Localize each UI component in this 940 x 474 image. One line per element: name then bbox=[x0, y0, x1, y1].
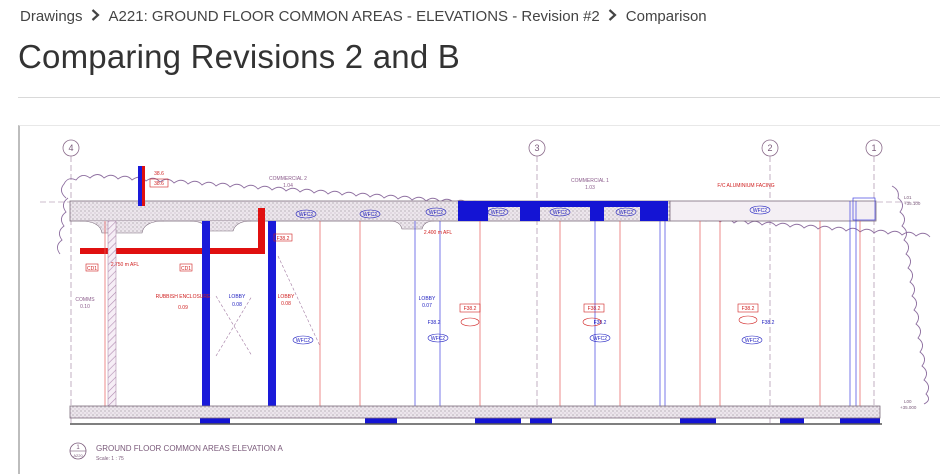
svg-text:WFC2: WFC2 bbox=[619, 210, 633, 216]
svg-text:F38.2: F38.2 bbox=[742, 306, 755, 312]
svg-text:WFC2: WFC2 bbox=[431, 336, 445, 342]
title-divider bbox=[18, 97, 940, 98]
breadcrumb: Drawings A221: GROUND FLOOR COMMON AREAS… bbox=[20, 6, 707, 26]
grid-marker-label: 2 bbox=[767, 143, 772, 153]
changed-elements-blue bbox=[200, 201, 880, 424]
svg-text:F38.2: F38.2 bbox=[464, 306, 477, 312]
svg-text:CD1: CD1 bbox=[87, 266, 97, 272]
changed-elements-red bbox=[80, 166, 265, 254]
drawing-comparison-viewer[interactable]: 4 3 2 1 bbox=[18, 125, 940, 474]
page-title: Comparing Revisions 2 and B bbox=[18, 38, 460, 75]
svg-text:F38.2: F38.2 bbox=[428, 320, 441, 326]
svg-text:RUBBISH ENCLOSURE: RUBBISH ENCLOSURE bbox=[156, 294, 211, 300]
grid-markers: 4 3 2 1 bbox=[62, 139, 883, 157]
level-markers: L01 +35.100 L00 +35.000 bbox=[900, 195, 921, 410]
chevron-right-icon bbox=[89, 8, 103, 25]
svg-text:LOBBY: LOBBY bbox=[229, 294, 246, 300]
svg-text:WFC2: WFC2 bbox=[296, 338, 310, 344]
svg-text:F38.2: F38.2 bbox=[277, 236, 290, 242]
svg-text:WFC2: WFC2 bbox=[363, 212, 377, 218]
svg-text:1.04: 1.04 bbox=[283, 183, 293, 189]
svg-text:WFC2: WFC2 bbox=[491, 210, 505, 216]
svg-text:2.750 m AFL: 2.750 m AFL bbox=[111, 262, 140, 268]
caption-number: 1 bbox=[76, 445, 80, 451]
svg-text:COMMERCIAL 1: COMMERCIAL 1 bbox=[571, 178, 609, 184]
svg-text:CD1: CD1 bbox=[181, 266, 191, 272]
room-labels: COMMS 0.10 RUBBISH ENCLOSURE 0.09 LOBBY … bbox=[75, 176, 609, 311]
ground-slab bbox=[69, 405, 881, 419]
svg-text:LOBBY: LOBBY bbox=[278, 294, 295, 300]
svg-text:2.400 m AFL: 2.400 m AFL bbox=[424, 230, 453, 236]
grid-marker-label: 3 bbox=[534, 143, 539, 153]
svg-text:F/C ALUMINIUM FACING: F/C ALUMINIUM FACING bbox=[717, 183, 774, 189]
caption-title: GROUND FLOOR COMMON AREAS ELEVATION A bbox=[96, 444, 284, 453]
svg-text:COMMS: COMMS bbox=[75, 297, 95, 303]
svg-text:38.6: 38.6 bbox=[154, 181, 164, 187]
svg-text:0.08: 0.08 bbox=[232, 302, 242, 308]
svg-text:0.09: 0.09 bbox=[178, 305, 188, 311]
svg-text:F38.2: F38.2 bbox=[594, 320, 607, 326]
caption-scale: Scale: 1 : 75 bbox=[96, 456, 124, 462]
svg-text:+35.100: +35.100 bbox=[904, 201, 921, 206]
annotation-tags: WFC2 WFC2 WFC2 WFC2 WFC2 WFC2 WFC2 WFC2 … bbox=[85, 171, 775, 345]
svg-text:COMMERCIAL 2: COMMERCIAL 2 bbox=[269, 176, 307, 182]
svg-text:0.07: 0.07 bbox=[422, 303, 432, 309]
chevron-right-icon bbox=[606, 8, 620, 25]
grid-marker-label: 1 bbox=[871, 143, 876, 153]
caption-sheet: A220 bbox=[73, 453, 83, 458]
drawing-caption: 1 A220 GROUND FLOOR COMMON AREAS ELEVATI… bbox=[69, 442, 284, 462]
svg-text:F38.2: F38.2 bbox=[588, 306, 601, 312]
svg-text:WFC2: WFC2 bbox=[299, 212, 313, 218]
svg-text:LOBBY: LOBBY bbox=[419, 296, 436, 302]
svg-text:38.6: 38.6 bbox=[154, 171, 164, 177]
svg-text:0.08: 0.08 bbox=[281, 301, 291, 307]
svg-text:L01: L01 bbox=[904, 195, 912, 200]
breadcrumb-drawings-link[interactable]: Drawings bbox=[20, 7, 83, 25]
svg-text:+35.000: +35.000 bbox=[900, 405, 917, 410]
svg-text:F38.2: F38.2 bbox=[762, 320, 775, 326]
svg-text:WFC2: WFC2 bbox=[429, 210, 443, 216]
svg-text:WFC2: WFC2 bbox=[745, 338, 759, 344]
svg-text:L00: L00 bbox=[904, 399, 912, 404]
svg-text:WFC2: WFC2 bbox=[753, 208, 767, 214]
svg-text:WFC2: WFC2 bbox=[593, 336, 607, 342]
breadcrumb-current: Comparison bbox=[625, 7, 707, 25]
svg-text:1.03: 1.03 bbox=[585, 185, 595, 191]
breadcrumb-drawing-revision-link[interactable]: A221: GROUND FLOOR COMMON AREAS - ELEVAT… bbox=[108, 7, 600, 25]
elevation-drawing[interactable]: 4 3 2 1 bbox=[20, 126, 940, 474]
svg-text:WFC2: WFC2 bbox=[553, 210, 567, 216]
svg-text:0.10: 0.10 bbox=[80, 304, 90, 310]
grid-marker-label: 4 bbox=[68, 143, 73, 153]
